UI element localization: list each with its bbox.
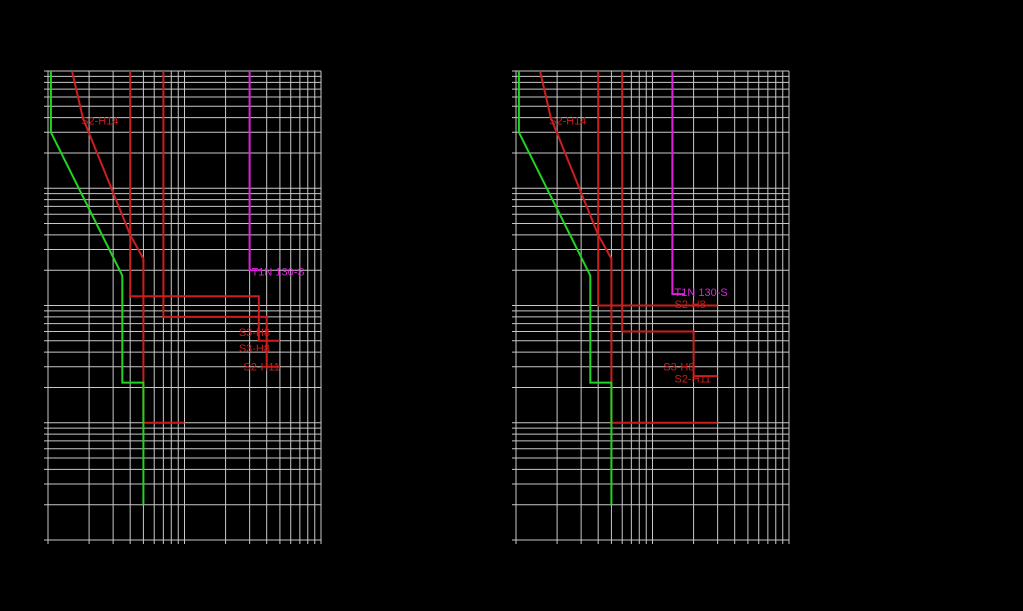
chart-left: S2-H14 T1N 130-S S3-H8 S3-H8 S2-H11 [44, 70, 322, 544]
series-group [49, 71, 280, 505]
s2-h14-curve [71, 71, 185, 424]
t1n-130-s-curve [248, 71, 263, 272]
s3-h8-curve [621, 71, 718, 378]
curve-label: S2-H14 [549, 115, 586, 127]
green-curve [517, 71, 613, 505]
s2-h14-curve [539, 71, 718, 424]
s2-h11-curve [597, 71, 718, 307]
series-group [517, 71, 718, 505]
green-curve [49, 71, 145, 505]
s3-h8-curve [162, 71, 280, 368]
curve-label: T1N 130-S [675, 287, 728, 299]
curve-label: S2-H11 [243, 361, 279, 373]
grid [512, 70, 790, 544]
t1n-130-s-curve [671, 71, 684, 296]
curve-label: S3-H8 [663, 361, 694, 373]
curve-label: S2-H14 [81, 115, 118, 127]
curve-label: S2-H8 [675, 299, 706, 311]
curve-label: T1N 130-S [252, 267, 305, 279]
curve-label: S3-H8 [239, 327, 270, 339]
curve-label: S3-H8 [239, 343, 270, 355]
grid [44, 70, 322, 544]
curve-label: S2-H11 [675, 374, 711, 386]
s2-h11-curve [129, 71, 280, 342]
